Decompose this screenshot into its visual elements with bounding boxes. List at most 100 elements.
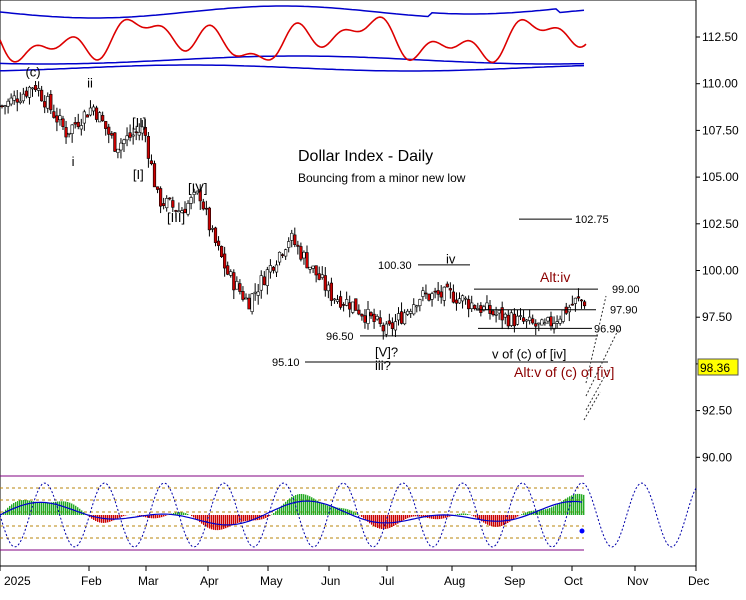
histogram-bar	[433, 515, 435, 520]
histogram-bar	[121, 515, 123, 517]
candle-up	[284, 249, 288, 257]
candle	[412, 298, 416, 316]
time-tick-label: Nov	[627, 574, 648, 588]
candle	[497, 309, 501, 320]
candle	[335, 294, 340, 304]
candle	[579, 298, 584, 309]
candle-up	[430, 293, 434, 300]
histogram-bar	[389, 515, 391, 528]
candle-down	[0, 105, 4, 108]
candle-down	[220, 246, 224, 257]
histogram-bar	[305, 494, 307, 515]
histogram-bar	[571, 495, 573, 515]
candle	[314, 265, 318, 283]
candle	[375, 314, 379, 321]
histogram-bar	[229, 515, 231, 527]
histogram-bar	[65, 501, 67, 515]
histogram-bar	[205, 515, 207, 527]
candle-up	[326, 284, 330, 292]
candle	[406, 308, 410, 316]
candle	[180, 207, 184, 214]
candle-up	[396, 313, 401, 321]
histogram-bar	[507, 515, 509, 523]
candle-up	[558, 318, 562, 324]
candle	[238, 279, 242, 295]
candle	[204, 200, 208, 216]
candle-up	[509, 312, 513, 326]
histogram-bar	[115, 515, 117, 520]
candle	[201, 198, 205, 211]
candle	[70, 124, 74, 143]
histogram-bar	[139, 515, 141, 516]
candle-up	[274, 264, 279, 273]
candle-down	[338, 296, 343, 308]
histogram-bar	[185, 513, 187, 515]
candle	[235, 276, 239, 290]
candle	[296, 240, 300, 255]
histogram-bar	[361, 515, 363, 517]
histogram-bar	[419, 515, 421, 517]
candle	[244, 293, 248, 300]
candle	[457, 292, 462, 304]
candle	[21, 87, 25, 104]
histogram-bar	[461, 513, 463, 515]
candle-down	[238, 283, 242, 292]
candle	[98, 111, 102, 123]
candle	[326, 281, 330, 299]
histogram-bar	[397, 515, 399, 524]
histogram-bar	[147, 515, 149, 518]
candle-up	[351, 301, 355, 313]
candle-up	[540, 319, 544, 326]
candle-down	[369, 312, 373, 317]
candle-down	[576, 296, 581, 299]
candle	[168, 197, 172, 201]
candle	[506, 309, 510, 330]
wave-label: [II]	[132, 115, 146, 130]
candle-down	[427, 293, 431, 301]
chart-title: Dollar Index - Daily	[298, 148, 433, 165]
level-label: 96.50	[326, 331, 354, 343]
candle	[152, 160, 157, 188]
candle-up	[268, 265, 273, 273]
middle-band-line	[0, 55, 585, 65]
histogram-bar	[125, 515, 127, 516]
upper-band-line	[0, 5, 585, 19]
candle-up	[3, 105, 7, 107]
histogram-bar	[199, 515, 201, 523]
histogram-bar	[153, 515, 155, 519]
candle	[534, 319, 538, 336]
candle	[399, 302, 404, 325]
candle-down	[512, 313, 516, 327]
red-oscillator-line	[0, 16, 587, 64]
candle-up	[229, 271, 233, 276]
candle	[424, 284, 428, 299]
wave-label: [III]	[167, 210, 185, 225]
histogram-bar	[369, 515, 371, 524]
histogram-bar	[525, 512, 527, 515]
candle	[82, 109, 86, 131]
histogram-bar	[267, 515, 269, 518]
candle-up	[265, 269, 269, 286]
candle-down	[101, 115, 105, 122]
last-price-box	[697, 358, 739, 376]
histogram-bar	[325, 504, 327, 515]
candle	[116, 148, 120, 159]
candle-down	[226, 265, 230, 275]
candle	[503, 312, 507, 325]
candle	[241, 286, 245, 302]
candle-up	[30, 87, 35, 90]
histogram-bar	[349, 509, 351, 515]
candle-up	[27, 86, 32, 98]
candle-down	[357, 309, 361, 315]
candle-down	[155, 186, 160, 190]
wave-label: (c)	[25, 64, 40, 79]
candle-up	[98, 112, 102, 123]
candle-up	[88, 107, 93, 116]
candle	[393, 314, 398, 337]
histogram-bar	[243, 515, 245, 522]
histogram-bar	[191, 515, 193, 517]
candle-up	[18, 100, 22, 103]
histogram-bar	[253, 515, 255, 521]
candle	[110, 130, 114, 139]
